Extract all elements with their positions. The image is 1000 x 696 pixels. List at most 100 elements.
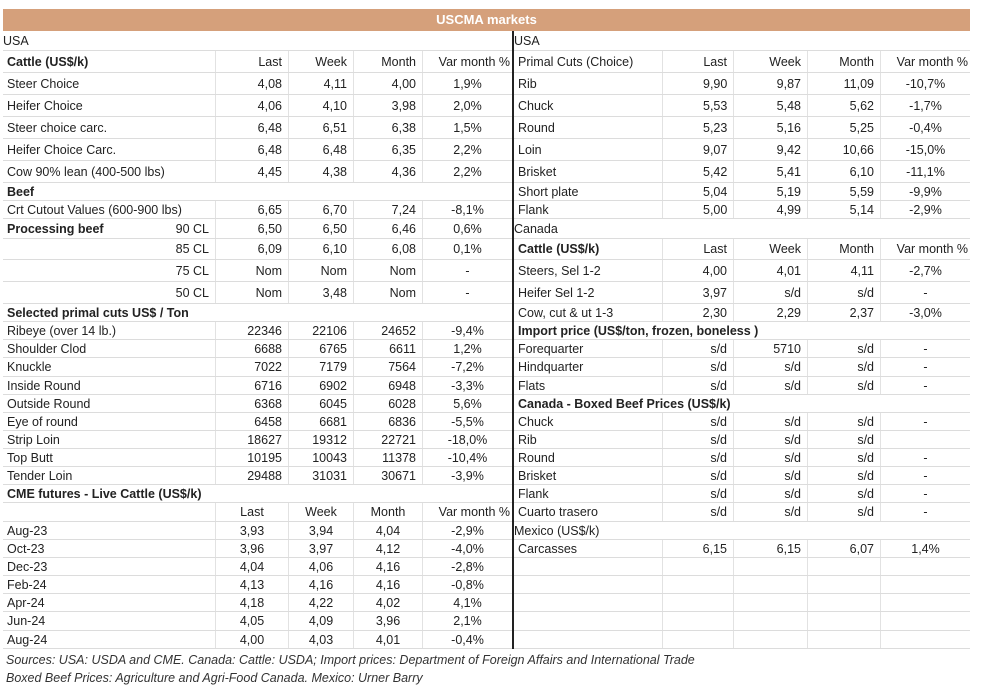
value-cell: 4,11 — [288, 73, 353, 94]
row-label: Cow, cut & ut 1-3 — [518, 305, 614, 320]
value-cell: -2,7% — [880, 260, 970, 281]
value-cell: 22346 — [215, 322, 288, 339]
row-label: Steer Choice — [7, 76, 80, 91]
value-cell: Nom — [353, 282, 422, 303]
column-header: Var month % — [880, 239, 970, 259]
value-cell: 6681 — [288, 413, 353, 430]
value-cell: 6,08 — [353, 239, 422, 259]
value-cell: 10195 — [215, 449, 288, 466]
value-cell: 4,06 — [215, 95, 288, 116]
value-cell: 5,04 — [662, 183, 733, 200]
sources-line: Boxed Beef Prices: Agriculture and Agri-… — [6, 671, 423, 685]
value-cell: 5,42 — [662, 161, 733, 182]
value-cell: - — [880, 449, 970, 466]
value-cell: 7564 — [353, 358, 422, 376]
value-cell: 3,96 — [353, 612, 422, 630]
table-row: Aug-24 4,00 4,03 4,01 -0,4% — [3, 631, 512, 649]
table-row: Outside Round 6368 6045 6028 5,6% — [3, 395, 512, 413]
row-label: 50 CL — [3, 282, 215, 303]
value-cell: 2,1% — [422, 612, 512, 630]
column-header: Month — [353, 503, 422, 521]
section-label: Canada - Boxed Beef Prices (US$/k) — [518, 396, 731, 411]
row-label: Processing beef 90 CL — [3, 219, 215, 238]
table-row: Knuckle 7022 7179 7564 -7,2% — [3, 358, 512, 377]
row-label: Cattle (US$/k) — [7, 54, 89, 69]
value-cell: 5,62 — [807, 95, 880, 116]
value-cell: 6028 — [353, 395, 422, 412]
table-row: Cow, cut & ut 1-3 2,30 2,29 2,37 -3,0% — [514, 304, 970, 322]
row-label: Hindquarter — [518, 360, 584, 374]
value-cell: 6045 — [288, 395, 353, 412]
value-cell: s/d — [807, 413, 880, 430]
value-cell: s/d — [662, 485, 733, 502]
value-cell: 6,48 — [215, 117, 288, 138]
table-row: Apr-24 4,18 4,22 4,02 4,1% — [3, 594, 512, 612]
value-cell: - — [880, 467, 970, 484]
empty-row — [514, 612, 970, 631]
empty-row — [514, 576, 970, 594]
row-label: Tender Loin — [7, 468, 73, 483]
value-cell: 6,15 — [733, 540, 807, 557]
value-cell: 6,51 — [288, 117, 353, 138]
value-cell: 1,4% — [880, 540, 970, 557]
section-band: Mexico (US$/k) — [514, 522, 970, 540]
value-cell: 4,04 — [215, 558, 288, 575]
section-label: CME futures - Live Cattle (US$/k) — [7, 486, 202, 501]
value-cell: 6,35 — [353, 139, 422, 160]
value-cell: -11,1% — [880, 161, 970, 182]
table-row: Cow 90% lean (400-500 lbs) 4,45 4,38 4,36 2,… — [3, 161, 512, 183]
table-row: Brisket 5,42 5,41 6,10 -11,1% — [514, 161, 970, 183]
value-cell: 5,53 — [662, 95, 733, 116]
value-cell: -0,4% — [880, 117, 970, 138]
row-label: Cuarto trasero — [518, 505, 598, 519]
value-cell: s/d — [807, 431, 880, 448]
empty-cell — [733, 576, 807, 593]
value-cell: s/d — [662, 449, 733, 466]
value-cell: 3,94 — [288, 522, 353, 539]
value-cell: -10,7% — [880, 73, 970, 94]
value-cell: s/d — [807, 358, 880, 376]
row-sublabel: 85 CL — [175, 242, 209, 256]
value-cell: 3,93 — [215, 522, 288, 539]
table-row: Heifer Sel 1-2 3,97 s/d s/d - — [514, 282, 970, 304]
row-label: Round — [518, 450, 555, 465]
value-cell: 6,50 — [215, 219, 288, 238]
value-cell: 5,23 — [662, 117, 733, 138]
section-band: USA — [3, 31, 512, 51]
value-cell: 5,59 — [807, 183, 880, 200]
value-cell: s/d — [807, 485, 880, 502]
column-header: Month — [807, 51, 880, 72]
column-header: Var month % — [422, 503, 512, 521]
value-cell: -9,4% — [422, 322, 512, 339]
row-label: Top Butt — [7, 450, 53, 465]
value-cell: 9,90 — [662, 73, 733, 94]
table-row: Aug-23 3,93 3,94 4,04 -2,9% — [3, 522, 512, 540]
value-cell: 0,6% — [422, 219, 512, 238]
value-cell: 3,97 — [662, 282, 733, 303]
row-label: Loin — [518, 142, 542, 157]
value-cell: 5,19 — [733, 183, 807, 200]
table-row: Strip Loin 18627 19312 22721 -18,0% — [3, 431, 512, 449]
value-cell: 3,97 — [288, 540, 353, 557]
value-cell: s/d — [662, 358, 733, 376]
value-cell: 4,11 — [807, 260, 880, 281]
value-cell: -5,5% — [422, 413, 512, 430]
column-header: Last — [215, 503, 288, 521]
row-label: Knuckle — [7, 360, 52, 374]
band-label: Canada — [514, 222, 558, 236]
table-row: Eye of round 6458 6681 6836 -5,5% — [3, 413, 512, 431]
sources-note: Sources: USA: USDA and CME. Canada: Catt… — [6, 651, 695, 687]
value-cell: 4,22 — [288, 594, 353, 611]
header-row: Cattle (US$/k) Last Week Month Var month % — [3, 51, 512, 73]
empty-row — [514, 558, 970, 576]
empty-cell — [662, 576, 733, 593]
value-cell: 2,37 — [807, 304, 880, 321]
row-label: Aug-24 — [7, 632, 48, 647]
row-label: Heifer Sel 1-2 — [518, 285, 595, 300]
value-cell: - — [880, 413, 970, 430]
column-header: Last — [215, 51, 288, 72]
row-sublabel: 90 CL — [175, 221, 209, 236]
table-row: Steers, Sel 1-2 4,00 4,01 4,11 -2,7% — [514, 260, 970, 282]
value-cell: 6688 — [215, 340, 288, 357]
value-cell: 30671 — [353, 467, 422, 484]
